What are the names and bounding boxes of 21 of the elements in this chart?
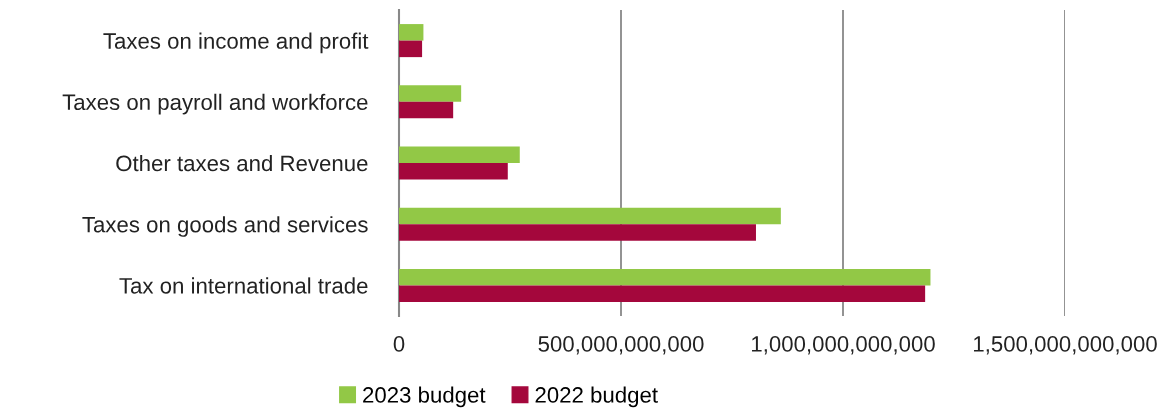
x-tick-label: 500,000,000,000 [538, 336, 704, 355]
bar [399, 101, 454, 119]
y-tick-label: Taxes on income and profit [103, 32, 369, 54]
y-tick-label: Other taxes and Revenue [116, 154, 368, 172]
bar [399, 146, 520, 163]
x-tick-label: 0 [393, 336, 405, 352]
bar [399, 224, 756, 241]
bar [399, 268, 931, 286]
bar [399, 285, 926, 302]
legend-label: 2022 budget [535, 386, 658, 408]
bar [399, 24, 424, 41]
bar [399, 85, 462, 102]
bar [399, 40, 423, 58]
bar [399, 207, 781, 225]
y-tick-label: Taxes on goods and services [82, 216, 368, 237]
x-tick-label: 1,000,000,000,000 [752, 336, 935, 355]
legend-label: 2023 budget [363, 386, 486, 408]
y-tick-label: Tax on international trade [119, 277, 368, 294]
x-tick-label: 1,500,000,000,000 [974, 336, 1157, 355]
y-tick-label: Taxes on payroll and workforce [62, 93, 368, 115]
bar [399, 163, 508, 180]
